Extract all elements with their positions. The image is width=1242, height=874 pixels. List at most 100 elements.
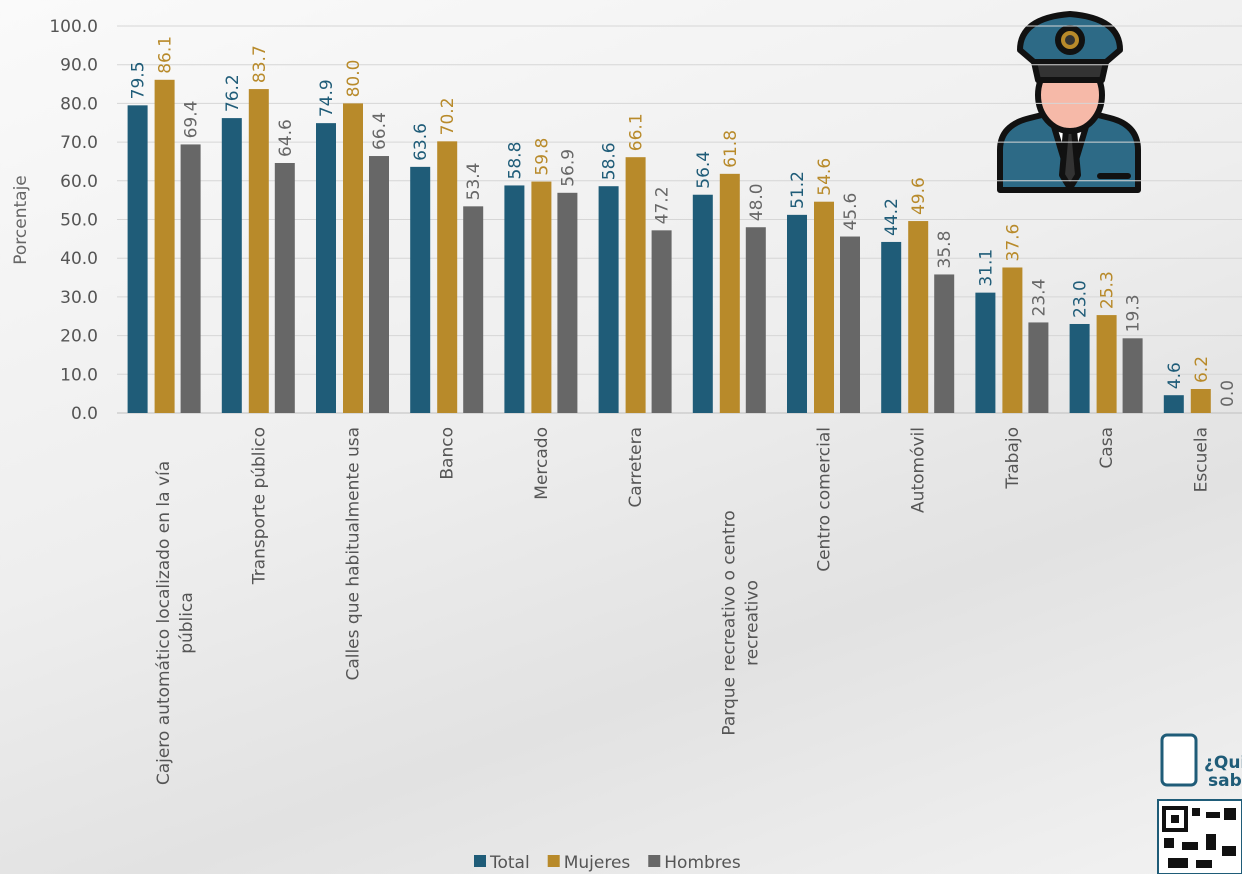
x-tick-label: Banco [438, 427, 458, 480]
bar [840, 236, 860, 413]
y-tick-label: 70.0 [60, 133, 98, 153]
bar [651, 230, 672, 413]
bar [154, 79, 175, 413]
value-label: 79.5 [129, 61, 149, 99]
bar [437, 141, 458, 414]
bar [787, 214, 807, 413]
value-label: 44.2 [882, 198, 902, 236]
value-label: 59.8 [532, 138, 552, 176]
x-tick-label-line: pública [177, 592, 197, 654]
x-tick-label: Centro comercial [815, 427, 835, 572]
value-label: 56.9 [558, 149, 578, 187]
value-label: 19.3 [1124, 294, 1144, 332]
value-label: 51.2 [788, 171, 808, 209]
value-label: 63.6 [411, 123, 431, 161]
y-tick-label: 50.0 [60, 211, 98, 231]
value-label: 70.2 [438, 97, 458, 135]
value-label: 58.8 [505, 142, 525, 180]
x-tick-label: Mercado [532, 427, 552, 500]
y-tick-label: 100.0 [49, 17, 98, 37]
bar [463, 206, 484, 413]
bar [1096, 315, 1117, 413]
value-label: 58.6 [600, 142, 620, 180]
value-label: 66.1 [627, 113, 647, 151]
bar [127, 105, 148, 414]
bar [881, 241, 902, 413]
y-tick-label: 0.0 [71, 404, 98, 424]
bar [1190, 389, 1211, 413]
value-label: 49.6 [909, 177, 929, 215]
bar [180, 144, 201, 413]
bar [934, 274, 955, 413]
bar [557, 192, 578, 413]
x-tick-label: Trabajo [1003, 427, 1023, 490]
bar [1002, 267, 1023, 413]
badge-text: sabe [1208, 771, 1242, 791]
bar [975, 292, 996, 413]
value-label: 74.9 [317, 79, 337, 117]
x-tick-label: Automóvil [909, 427, 929, 513]
bar [248, 89, 269, 414]
y-tick-label: 90.0 [60, 56, 98, 76]
bar [598, 186, 619, 413]
x-tick-label: Transporte público [249, 427, 269, 585]
value-label: 25.3 [1098, 271, 1118, 309]
legend-swatch [547, 855, 560, 867]
bar [814, 201, 834, 413]
value-label: 83.7 [250, 45, 270, 83]
value-label: 80.0 [344, 60, 364, 98]
bar [369, 156, 389, 414]
x-tick-label: Cajero automático localizado en la vía pú… [154, 461, 197, 785]
badge-text: ¿Qui [1204, 753, 1242, 773]
value-label: 53.4 [464, 162, 484, 200]
police-icon [997, 11, 1141, 193]
value-label: 47.2 [653, 186, 673, 224]
bar [1069, 323, 1090, 413]
value-label: 48.0 [747, 183, 767, 221]
value-label: 54.6 [815, 158, 835, 196]
bar [1163, 395, 1184, 413]
bar [343, 103, 363, 414]
value-label: 23.0 [1071, 280, 1091, 318]
x-tick-label: Calles que habitualmente usa [344, 427, 364, 681]
value-label: 23.4 [1029, 279, 1049, 317]
value-label: 66.4 [370, 112, 390, 150]
y-tick-label: 80.0 [60, 94, 98, 114]
value-label: 64.6 [276, 119, 296, 157]
y-tick-label: 10.0 [60, 365, 98, 385]
value-label: 76.2 [223, 74, 243, 112]
value-label: 0.0 [1218, 380, 1238, 407]
legend-swatch [474, 855, 486, 867]
x-tick-label-line: Parque recreativo o centro [719, 510, 739, 735]
bar [745, 227, 766, 413]
qr-badge: ¿Qui sabe [1157, 733, 1242, 874]
legend-swatch [648, 855, 661, 867]
bar [504, 185, 525, 413]
bar [692, 194, 713, 413]
bar [719, 173, 740, 413]
x-tick-label-line: recreativo [742, 580, 762, 666]
x-tick-label: Parque recreativo o centro recreativo [719, 510, 762, 735]
value-label: 31.1 [976, 249, 996, 287]
x-tick-label: Escuela [1191, 427, 1211, 492]
legend-label: Mujeres [564, 853, 631, 873]
value-label: 69.4 [182, 101, 202, 139]
value-label: 86.1 [156, 36, 176, 74]
bar [531, 181, 552, 413]
x-tick-label: Carretera [626, 427, 646, 508]
legend-label: Total [489, 853, 530, 873]
bar [625, 157, 646, 413]
y-tick-label: 60.0 [60, 172, 98, 192]
x-tick-label-line: Cajero automático localizado en la vía [154, 461, 174, 785]
value-label: 61.8 [721, 130, 741, 168]
bar [410, 166, 431, 413]
y-tick-label: 20.0 [60, 327, 98, 347]
x-tick-label: Casa [1097, 427, 1117, 469]
bar [274, 162, 295, 413]
bar [316, 123, 336, 414]
bar [221, 118, 242, 413]
y-tick-label: 40.0 [60, 249, 98, 269]
value-label: 4.6 [1165, 362, 1185, 389]
y-tick-label: 30.0 [60, 288, 98, 308]
